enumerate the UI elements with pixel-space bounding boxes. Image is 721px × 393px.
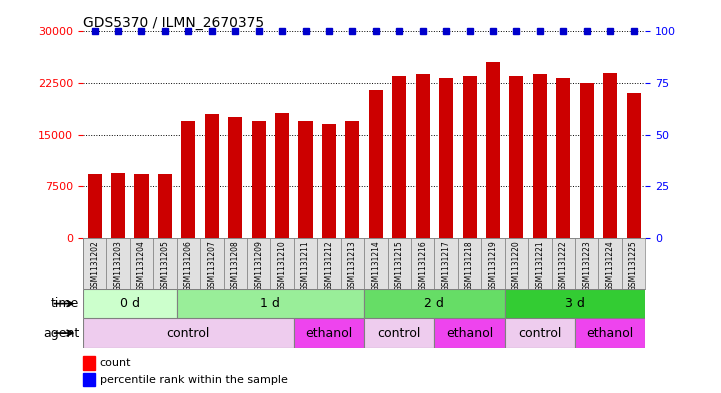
Text: ethanol: ethanol [305, 327, 353, 340]
Text: 0 d: 0 d [120, 297, 140, 310]
Text: GSM1131209: GSM1131209 [255, 240, 263, 291]
Bar [368, 90, 383, 238]
Text: GSM1131218: GSM1131218 [465, 240, 474, 291]
Bar [364, 318, 434, 348]
Bar [177, 238, 200, 289]
Bar [552, 238, 575, 289]
Bar [528, 238, 552, 289]
Text: agent: agent [43, 327, 79, 340]
Bar [134, 174, 149, 238]
Bar [345, 121, 359, 238]
Text: GSM1131221: GSM1131221 [536, 240, 544, 291]
Bar [392, 76, 407, 238]
Text: GSM1131207: GSM1131207 [208, 240, 216, 291]
Bar [575, 318, 645, 348]
Bar [533, 74, 547, 238]
Bar [205, 114, 219, 238]
Bar [486, 62, 500, 238]
Text: GSM1131212: GSM1131212 [324, 240, 333, 291]
Text: GSM1131210: GSM1131210 [278, 240, 286, 291]
Bar [154, 238, 177, 289]
Bar [415, 74, 430, 238]
Text: GDS5370 / ILMN_2670375: GDS5370 / ILMN_2670375 [83, 17, 264, 30]
Bar [434, 318, 505, 348]
Text: GSM1131214: GSM1131214 [371, 240, 380, 291]
Text: GSM1131222: GSM1131222 [559, 240, 567, 291]
Text: time: time [51, 297, 79, 310]
Bar [83, 373, 94, 386]
Bar [177, 289, 364, 318]
Bar [158, 174, 172, 238]
Text: 2 d: 2 d [425, 297, 444, 310]
Bar [580, 83, 594, 238]
Bar [439, 78, 453, 238]
Text: control: control [167, 327, 210, 340]
Bar [622, 238, 645, 289]
Bar [505, 289, 645, 318]
Bar [294, 238, 317, 289]
Bar [317, 238, 341, 289]
Text: GSM1131223: GSM1131223 [583, 240, 591, 291]
Bar [298, 121, 313, 238]
Text: GSM1131220: GSM1131220 [512, 240, 521, 291]
Text: GSM1131202: GSM1131202 [90, 240, 99, 291]
Bar [509, 76, 523, 238]
Bar [364, 238, 388, 289]
Text: GSM1131219: GSM1131219 [489, 240, 497, 291]
Bar [388, 238, 411, 289]
Text: ethanol: ethanol [586, 327, 634, 340]
Bar [598, 238, 622, 289]
Text: GSM1131204: GSM1131204 [137, 240, 146, 291]
Bar [200, 238, 224, 289]
Bar [252, 121, 266, 238]
Text: control: control [518, 327, 562, 340]
Bar [322, 124, 336, 238]
Bar [294, 318, 364, 348]
Bar [247, 238, 270, 289]
Bar [107, 238, 130, 289]
Text: GSM1131224: GSM1131224 [606, 240, 614, 291]
Bar [111, 173, 125, 238]
Bar [275, 112, 289, 238]
Bar [364, 289, 505, 318]
Bar [83, 356, 94, 370]
Bar [83, 289, 177, 318]
Text: GSM1131213: GSM1131213 [348, 240, 357, 291]
Bar [557, 78, 570, 238]
Text: GSM1131208: GSM1131208 [231, 240, 239, 291]
Text: 1 d: 1 d [260, 297, 280, 310]
Bar [627, 93, 641, 238]
Bar [224, 238, 247, 289]
Bar [130, 238, 154, 289]
Text: GSM1131211: GSM1131211 [301, 240, 310, 291]
Bar [603, 73, 617, 238]
Bar [340, 238, 364, 289]
Text: ethanol: ethanol [446, 327, 493, 340]
Text: GSM1131203: GSM1131203 [114, 240, 123, 291]
Text: percentile rank within the sample: percentile rank within the sample [99, 375, 288, 385]
Bar [463, 76, 477, 238]
Text: GSM1131215: GSM1131215 [395, 240, 404, 291]
Text: GSM1131225: GSM1131225 [629, 240, 638, 291]
Bar [88, 174, 102, 238]
Text: GSM1131217: GSM1131217 [442, 240, 451, 291]
Bar [505, 238, 528, 289]
Bar [411, 238, 434, 289]
Bar [434, 238, 458, 289]
Text: GSM1131205: GSM1131205 [161, 240, 169, 291]
Bar [83, 318, 294, 348]
Bar [270, 238, 294, 289]
Text: count: count [99, 358, 131, 368]
Text: GSM1131206: GSM1131206 [184, 240, 193, 291]
Text: control: control [378, 327, 421, 340]
Bar [228, 118, 242, 238]
Bar [505, 318, 575, 348]
Bar [575, 238, 598, 289]
Bar [482, 238, 505, 289]
Bar [458, 238, 482, 289]
Text: 3 d: 3 d [565, 297, 585, 310]
Text: GSM1131216: GSM1131216 [418, 240, 427, 291]
Bar [182, 121, 195, 238]
Bar [83, 238, 107, 289]
